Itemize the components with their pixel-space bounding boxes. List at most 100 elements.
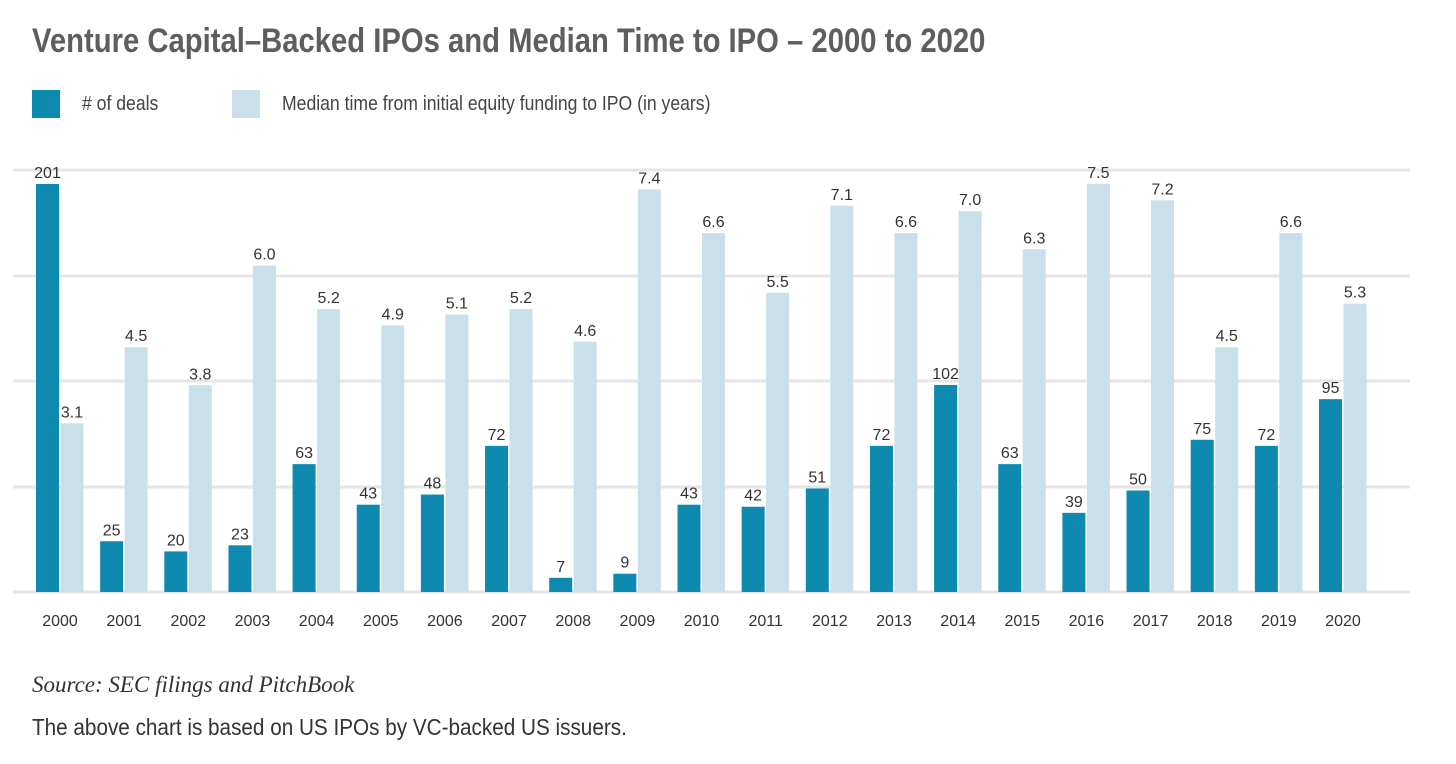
x-tick-label: 2018 [1197,613,1233,630]
bar-deals [36,184,59,592]
chart-plot: 201 3.1 2000 25 4.5 2001 20 3.8 2002 23 6.0 2003 63 5… [13,165,1410,630]
bar-deals [1190,439,1214,592]
data-label-years: 4.9 [382,306,404,323]
legend-label-deals: # of deals [82,92,159,115]
data-label-deals: 39 [1065,494,1083,511]
bar-years [573,341,597,592]
x-tick-label: 2007 [491,613,527,630]
bar-years [124,347,148,592]
bar-deals [934,384,958,592]
x-tick-label: 2019 [1261,613,1297,630]
data-label-deals: 23 [231,526,249,543]
bar-years [1279,232,1303,592]
data-label-years: 6.6 [702,214,724,231]
bar-deals [164,551,188,592]
data-label-years: 5.2 [510,290,532,307]
bar-years [894,232,918,592]
data-label-deals: 48 [424,476,442,493]
data-label-years: 7.2 [1151,181,1173,198]
x-tick-label: 2017 [1133,613,1169,630]
x-tick-label: 2001 [106,613,142,630]
bar-deals [805,488,829,592]
x-tick-label: 2000 [42,613,78,630]
bar-years [830,205,854,592]
bar-years [1151,200,1175,592]
x-tick-label: 2004 [299,613,335,630]
data-label-years: 5.1 [446,296,468,313]
bar-deals [869,445,893,592]
data-label-deals: 7 [556,559,565,576]
data-label-years: 7.4 [638,170,660,187]
data-label-deals: 51 [808,469,826,486]
x-tick-label: 2003 [235,613,271,630]
bar-deals [613,573,637,592]
x-tick-label: 2010 [684,613,720,630]
data-label-years: 7.5 [1087,165,1109,182]
bar-deals [356,504,380,592]
data-label-deals: 75 [1193,421,1211,438]
x-tick-label: 2009 [620,613,656,630]
bar-years [1343,303,1367,592]
data-label-years: 6.3 [1023,230,1045,247]
data-label-deals: 43 [359,486,377,503]
chart-title: Venture Capital–Backed IPOs and Median T… [32,22,986,60]
bar-years [252,265,276,592]
data-label-years: 4.5 [1216,328,1238,345]
bar-years [188,385,212,592]
legend-swatch-deals [32,90,60,118]
data-label-deals: 72 [1257,427,1275,444]
bar-deals [677,504,701,592]
bar-years [766,292,790,592]
data-label-years: 5.2 [317,290,339,307]
bar-deals [1319,399,1342,592]
data-label-years: 3.1 [61,404,83,421]
bar-years [509,309,533,592]
x-tick-label: 2015 [1004,613,1040,630]
bar-deals [1254,445,1278,592]
data-label-years: 6.6 [1280,214,1302,231]
x-tick-label: 2006 [427,613,463,630]
data-label-years: 7.1 [831,187,853,204]
source-text: Source: SEC filings and PitchBook [32,672,355,697]
data-label-deals: 50 [1129,472,1147,489]
data-label-deals: 9 [620,555,629,572]
bar-deals [292,464,316,592]
x-tick-label: 2012 [812,613,848,630]
x-tick-label: 2011 [748,613,783,630]
bar-years [1215,347,1239,592]
bar-years [381,325,405,592]
note-text: The above chart is based on US IPOs by V… [32,714,627,740]
bar-years [1022,249,1046,592]
data-label-years: 3.8 [189,366,211,383]
bar-years [60,423,84,592]
bar-years [637,189,661,592]
x-tick-label: 2014 [940,613,976,630]
data-label-deals: 25 [103,522,121,539]
legend-swatch-years [232,90,260,118]
x-tick-label: 2008 [555,613,591,630]
legend-label-years: Median time from initial equity funding … [282,92,711,115]
data-label-deals: 42 [744,488,762,505]
data-label-years: 6.6 [895,214,917,231]
bar-deals [998,464,1022,592]
bar-years [702,232,725,592]
data-label-years: 4.6 [574,323,596,340]
data-label-deals: 63 [1001,445,1019,462]
bar-deals [549,577,573,592]
bar-deals [1062,512,1086,592]
x-tick-label: 2020 [1325,613,1361,630]
data-label-deals: 72 [488,427,506,444]
legend: # of deals Median time from initial equi… [32,90,769,118]
data-label-years: 5.5 [767,274,789,291]
bar-years [958,211,982,592]
x-tick-label: 2002 [171,613,207,630]
bar-deals [100,541,124,592]
data-label-years: 7.0 [959,192,981,209]
data-label-years: 6.0 [253,247,275,264]
bar-years [445,314,469,592]
data-label-deals: 20 [167,532,185,549]
bar-deals [485,445,509,592]
data-label-years: 4.5 [125,328,147,345]
data-label-deals: 201 [34,165,61,182]
data-label-years: 5.3 [1344,285,1366,302]
